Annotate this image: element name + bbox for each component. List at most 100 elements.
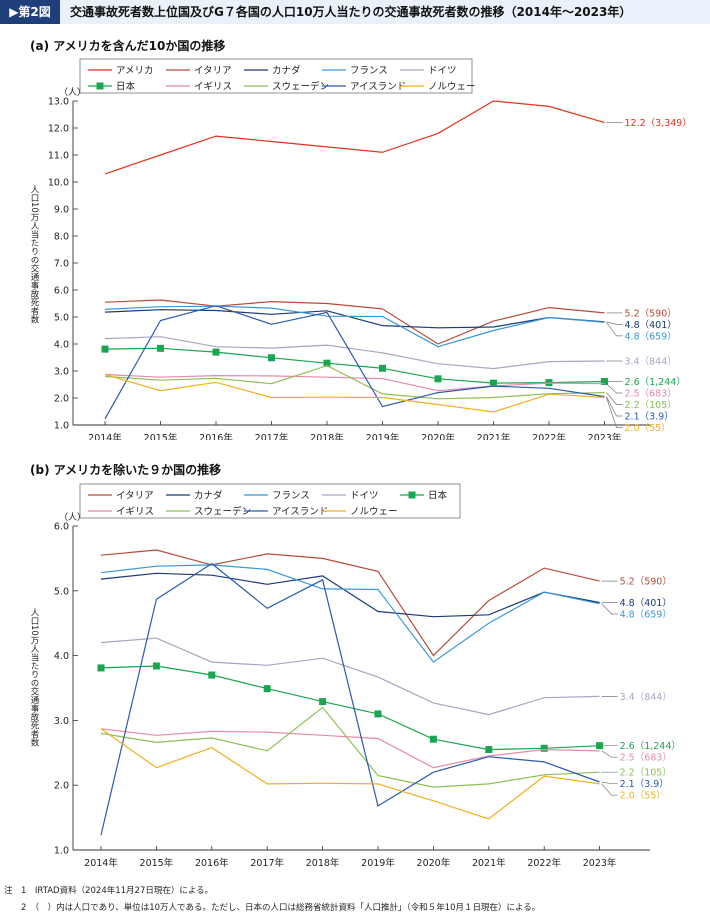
y-tick-label: 3.0 <box>54 716 69 727</box>
end-label-leader-ノルウェー <box>606 397 623 428</box>
end-label-ドイツ: 3.4（844） <box>620 691 672 703</box>
series-line-ドイツ <box>104 336 605 370</box>
series-line-スウェーデン <box>104 364 605 400</box>
x-tick-label: 2020年 <box>417 857 451 869</box>
data-point-日本 <box>157 344 164 352</box>
y-tick-label: 6.0 <box>54 522 69 533</box>
data-point-日本 <box>268 354 275 362</box>
figure-number-badge: ▶第2図 <box>0 0 60 24</box>
x-tick-label: 2017年 <box>250 857 284 869</box>
x-tick-label: 2014年 <box>84 857 118 869</box>
y-tick-label: 12.0 <box>48 124 69 135</box>
x-tick-label: 2017年 <box>255 432 289 440</box>
figure-title: 交通事故死者数上位国及びG７各国の人口10万人当たりの交通事故死者数の推移（20… <box>70 5 632 19</box>
data-point-日本 <box>208 671 216 679</box>
x-tick-label: 2021年 <box>477 432 511 440</box>
y-tick-label: 2.0 <box>54 394 69 405</box>
legend-label-イタリア: イタリア <box>194 66 232 77</box>
end-label-イギリス: 2.5（683） <box>620 752 672 764</box>
y-tick-label: 6.0 <box>54 286 69 297</box>
y-tick-label: 13.0 <box>48 97 69 108</box>
y-tick-label: 9.0 <box>54 205 69 216</box>
data-point-日本 <box>323 359 331 367</box>
legend-label-ノルウェー: ノルウェー <box>428 82 476 93</box>
x-tick-label: 2023年 <box>583 857 617 869</box>
legend-box <box>79 58 473 94</box>
end-label-leader-フランス <box>606 322 623 337</box>
legend-label-ドイツ: ドイツ <box>350 491 379 502</box>
series-line-アイスランド <box>104 305 605 420</box>
end-label-アメリカ: 12.2（3,349） <box>625 117 692 129</box>
end-label-日本: 2.6（1,244） <box>625 376 686 388</box>
y-tick-label: 4.0 <box>54 651 69 662</box>
legend-label-スウェーデン: スウェーデン <box>272 81 329 93</box>
x-tick-label: 2018年 <box>310 432 344 440</box>
end-label-イギリス: 2.5（683） <box>625 388 677 400</box>
end-label-ノルウェー: 2.0（55） <box>620 790 666 802</box>
legend-box <box>79 483 461 519</box>
x-tick-label: 2016年 <box>195 857 229 869</box>
chart-b-title: (b) アメリカを除いた９か国の推移 <box>30 463 222 477</box>
y-tick-label: 1.0 <box>54 421 69 432</box>
x-tick-label: 2018年 <box>306 857 340 869</box>
data-point-日本 <box>263 685 271 693</box>
series-line-スウェーデン <box>100 706 600 788</box>
y-tick-label: 11.0 <box>48 151 69 162</box>
y-tick-label: 5.0 <box>54 313 69 324</box>
x-tick-label: 2022年 <box>527 857 561 869</box>
y-tick-label: 2.0 <box>54 781 69 792</box>
x-tick-label: 2022年 <box>532 432 566 440</box>
chart-a-title: (a) アメリカを含んだ10か国の推移 <box>30 39 226 53</box>
data-point-日本 <box>152 662 160 670</box>
x-tick-label: 2019年 <box>366 432 400 440</box>
x-tick-label: 2014年 <box>88 432 122 440</box>
end-label-フランス: 4.8（659） <box>625 330 677 342</box>
series-line-イギリス <box>100 728 600 769</box>
y-axis-title: 人口10万人当たりの交通事故死者数 <box>29 185 39 324</box>
data-point-日本 <box>540 744 548 752</box>
data-point-日本 <box>97 664 105 672</box>
end-label-アイスランド: 2.1（3.9） <box>620 778 669 790</box>
y-tick-label: 1.0 <box>54 846 69 857</box>
series-line-カナダ <box>100 572 600 618</box>
series-line-イタリア <box>100 549 600 657</box>
data-point-日本 <box>319 698 327 706</box>
series-line-日本 <box>104 347 605 384</box>
data-point-日本 <box>596 742 604 750</box>
x-tick-label: 2019年 <box>361 857 395 869</box>
series-line-フランス <box>100 564 600 663</box>
legend-label-日本: 日本 <box>428 490 448 502</box>
x-tick-label: 2023年 <box>588 432 622 440</box>
end-label-フランス: 4.8（659） <box>620 608 672 620</box>
x-tick-label: 2015年 <box>140 857 174 869</box>
y-tick-label: 3.0 <box>54 367 69 378</box>
data-point-日本 <box>434 375 442 383</box>
legend-marker-日本 <box>96 82 104 90</box>
figure-title-bar <box>0 0 710 24</box>
data-point-日本 <box>429 735 437 743</box>
series-line-イギリス <box>104 373 605 392</box>
data-point-日本 <box>601 378 608 386</box>
legend-marker-日本 <box>408 491 416 499</box>
legend-label-イギリス: イギリス <box>194 82 232 93</box>
y-tick-label: 8.0 <box>54 232 69 243</box>
end-label-カナダ: 4.8（401） <box>625 319 677 331</box>
end-label-leader-フランス <box>601 603 618 615</box>
footnote-2: 2 （ ）内は人口であり、単位は10万人である。ただし、日本の人口は総務省統計資… <box>4 903 541 913</box>
legend-label-カナダ: カナダ <box>272 65 301 77</box>
y-tick-label: 5.0 <box>54 586 69 597</box>
y-tick-label: 10.0 <box>48 178 69 189</box>
x-tick-label: 2015年 <box>144 432 178 440</box>
end-label-イタリア: 5.2（590） <box>625 307 677 319</box>
series-line-アイスランド <box>100 562 600 836</box>
y-unit-label: （人） <box>59 87 86 98</box>
legend-label-スウェーデン: スウェーデン <box>194 506 251 518</box>
data-point-日本 <box>379 364 386 372</box>
x-tick-label: 2020年 <box>421 432 455 440</box>
y-tick-label: 4.0 <box>54 340 69 351</box>
legend-label-ドイツ: ドイツ <box>428 66 457 77</box>
series-line-カナダ <box>104 309 605 329</box>
data-point-日本 <box>485 746 493 754</box>
